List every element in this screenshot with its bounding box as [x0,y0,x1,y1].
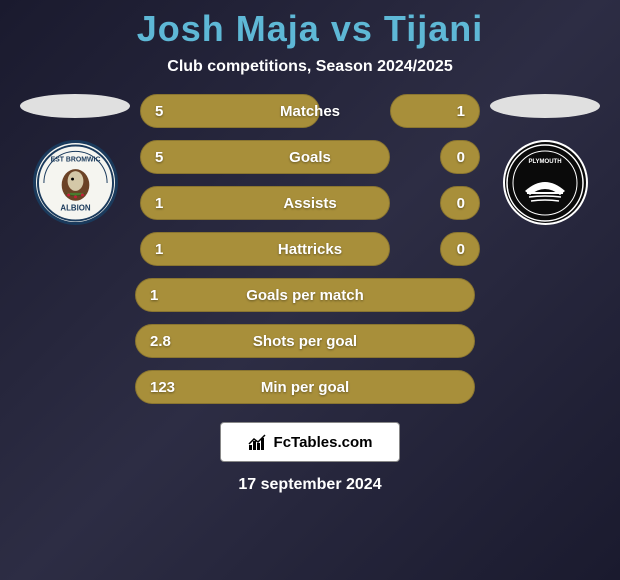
svg-text:PLYMOUTH: PLYMOUTH [528,159,561,165]
svg-text:EST BROMWIC: EST BROMWIC [50,156,100,163]
stat-value-left: 5 [155,103,163,120]
stat-bar-single: 123Min per goal [135,370,475,404]
chart-icon [248,433,268,451]
stat-bar-left: 5 [140,94,320,128]
stat-label: Shots per goal [136,333,474,350]
stat-row: 10Assists [135,186,485,220]
stat-value-right: 0 [457,149,465,166]
stat-value-right: 0 [457,241,465,258]
stat-value-left: 5 [155,149,163,166]
wba-badge-icon: EST BROMWIC ALBION [36,143,115,223]
player2-club-badge: PLYMOUTH [503,140,588,225]
player1-photo-placeholder [20,94,130,118]
source-logo[interactable]: FcTables.com [220,422,400,462]
comparison-card: Josh Maja vs Tijani Club competitions, S… [0,0,620,580]
stat-bar-left: 1 [140,186,390,220]
stat-value-left: 1 [155,195,163,212]
stat-bar-single: 1Goals per match [135,278,475,312]
stat-value-left: 1 [155,241,163,258]
stats-column: 51Matches50Goals10Assists10Hattricks1Goa… [135,94,485,404]
date-label: 17 september 2024 [238,476,381,494]
player1-column: EST BROMWIC ALBION [15,94,135,225]
stat-value-right: 0 [457,195,465,212]
stat-bar-left: 5 [140,140,390,174]
page-title: Josh Maja vs Tijani [137,8,483,50]
stat-bar-single: 2.8Shots per goal [135,324,475,358]
stat-bar-right: 0 [440,232,480,266]
stat-bar-left: 1 [140,232,390,266]
player1-club-badge: EST BROMWIC ALBION [33,140,118,225]
player2-photo-placeholder [490,94,600,118]
stat-bar-right: 0 [440,140,480,174]
stat-row: 10Hattricks [135,232,485,266]
stat-row: 51Matches [135,94,485,128]
stat-bar-right: 0 [440,186,480,220]
stat-value-right: 1 [457,103,465,120]
svg-text:ALBION: ALBION [60,203,91,212]
content-row: EST BROMWIC ALBION 51Matches50Goals10Ass… [0,94,620,404]
stat-row: 50Goals [135,140,485,174]
plymouth-badge-icon: PLYMOUTH [505,143,585,223]
subtitle: Club competitions, Season 2024/2025 [167,58,452,76]
stat-label: Goals per match [136,287,474,304]
source-logo-text: FcTables.com [274,434,373,451]
stat-label: Min per goal [136,379,474,396]
stat-bar-right: 1 [390,94,480,128]
player2-column: PLYMOUTH [485,94,605,225]
